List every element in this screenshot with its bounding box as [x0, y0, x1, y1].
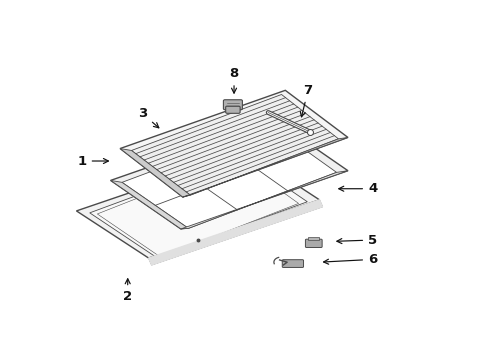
Polygon shape	[120, 149, 190, 197]
FancyBboxPatch shape	[223, 100, 243, 110]
Polygon shape	[131, 94, 339, 195]
Text: 1: 1	[77, 154, 108, 167]
Polygon shape	[76, 153, 319, 258]
Text: 8: 8	[229, 67, 239, 93]
Text: 5: 5	[337, 234, 377, 247]
FancyBboxPatch shape	[282, 260, 303, 267]
Text: 2: 2	[123, 279, 132, 303]
Polygon shape	[181, 171, 348, 229]
Text: 3: 3	[138, 107, 159, 128]
Polygon shape	[98, 159, 298, 257]
Bar	[309, 237, 319, 240]
FancyBboxPatch shape	[226, 106, 240, 113]
Polygon shape	[183, 138, 348, 197]
Polygon shape	[111, 122, 348, 229]
Polygon shape	[111, 180, 189, 229]
Polygon shape	[120, 90, 348, 197]
Polygon shape	[90, 157, 307, 257]
Text: 4: 4	[339, 182, 377, 195]
FancyBboxPatch shape	[305, 239, 322, 247]
Polygon shape	[148, 200, 322, 265]
Polygon shape	[122, 126, 337, 228]
Text: 6: 6	[323, 253, 377, 266]
Text: 7: 7	[300, 84, 313, 117]
